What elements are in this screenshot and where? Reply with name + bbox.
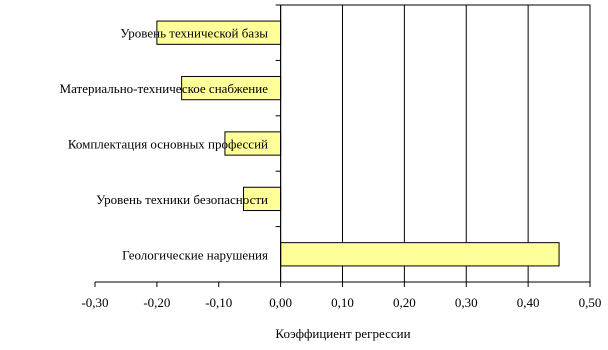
x-tick-label-4: 0,10 [331,295,354,310]
x-axis-title: Коэффициент регрессии [275,326,410,341]
category-label-3: Уровень техники безопасности [96,192,268,207]
x-tick-label-1: -0,20 [143,295,170,310]
category-label-2: Комплектация основных профессий [68,137,268,152]
bar-layer [156,20,560,267]
tick-label-layer: -0,30 -0,20 -0,10 0,00 0,10 0,20 0,30 0,40 0,50 [81,295,601,310]
plot-area-frame [280,4,591,283]
x-tick-label-3: 0,00 [269,295,292,310]
x-tick-label-0: -0,30 [81,295,108,310]
category-label-layer: Уровень технической базы Материально-техн… [60,26,269,263]
bar-4 [280,242,560,267]
category-label-1: Материально-техническое снабжение [60,81,269,96]
category-label-0: Уровень технической базы [120,26,268,41]
axis-layer [94,4,591,287]
grid-layer [342,5,591,282]
x-tick-label-6: 0,30 [455,295,478,310]
x-tick-label-2: -0,10 [205,295,232,310]
category-label-4: Геологические нарушения [122,247,268,262]
x-tick-label-8: 0,50 [579,295,602,310]
x-tick-label-5: 0,20 [393,295,416,310]
x-tick-label-7: 0,40 [517,295,540,310]
